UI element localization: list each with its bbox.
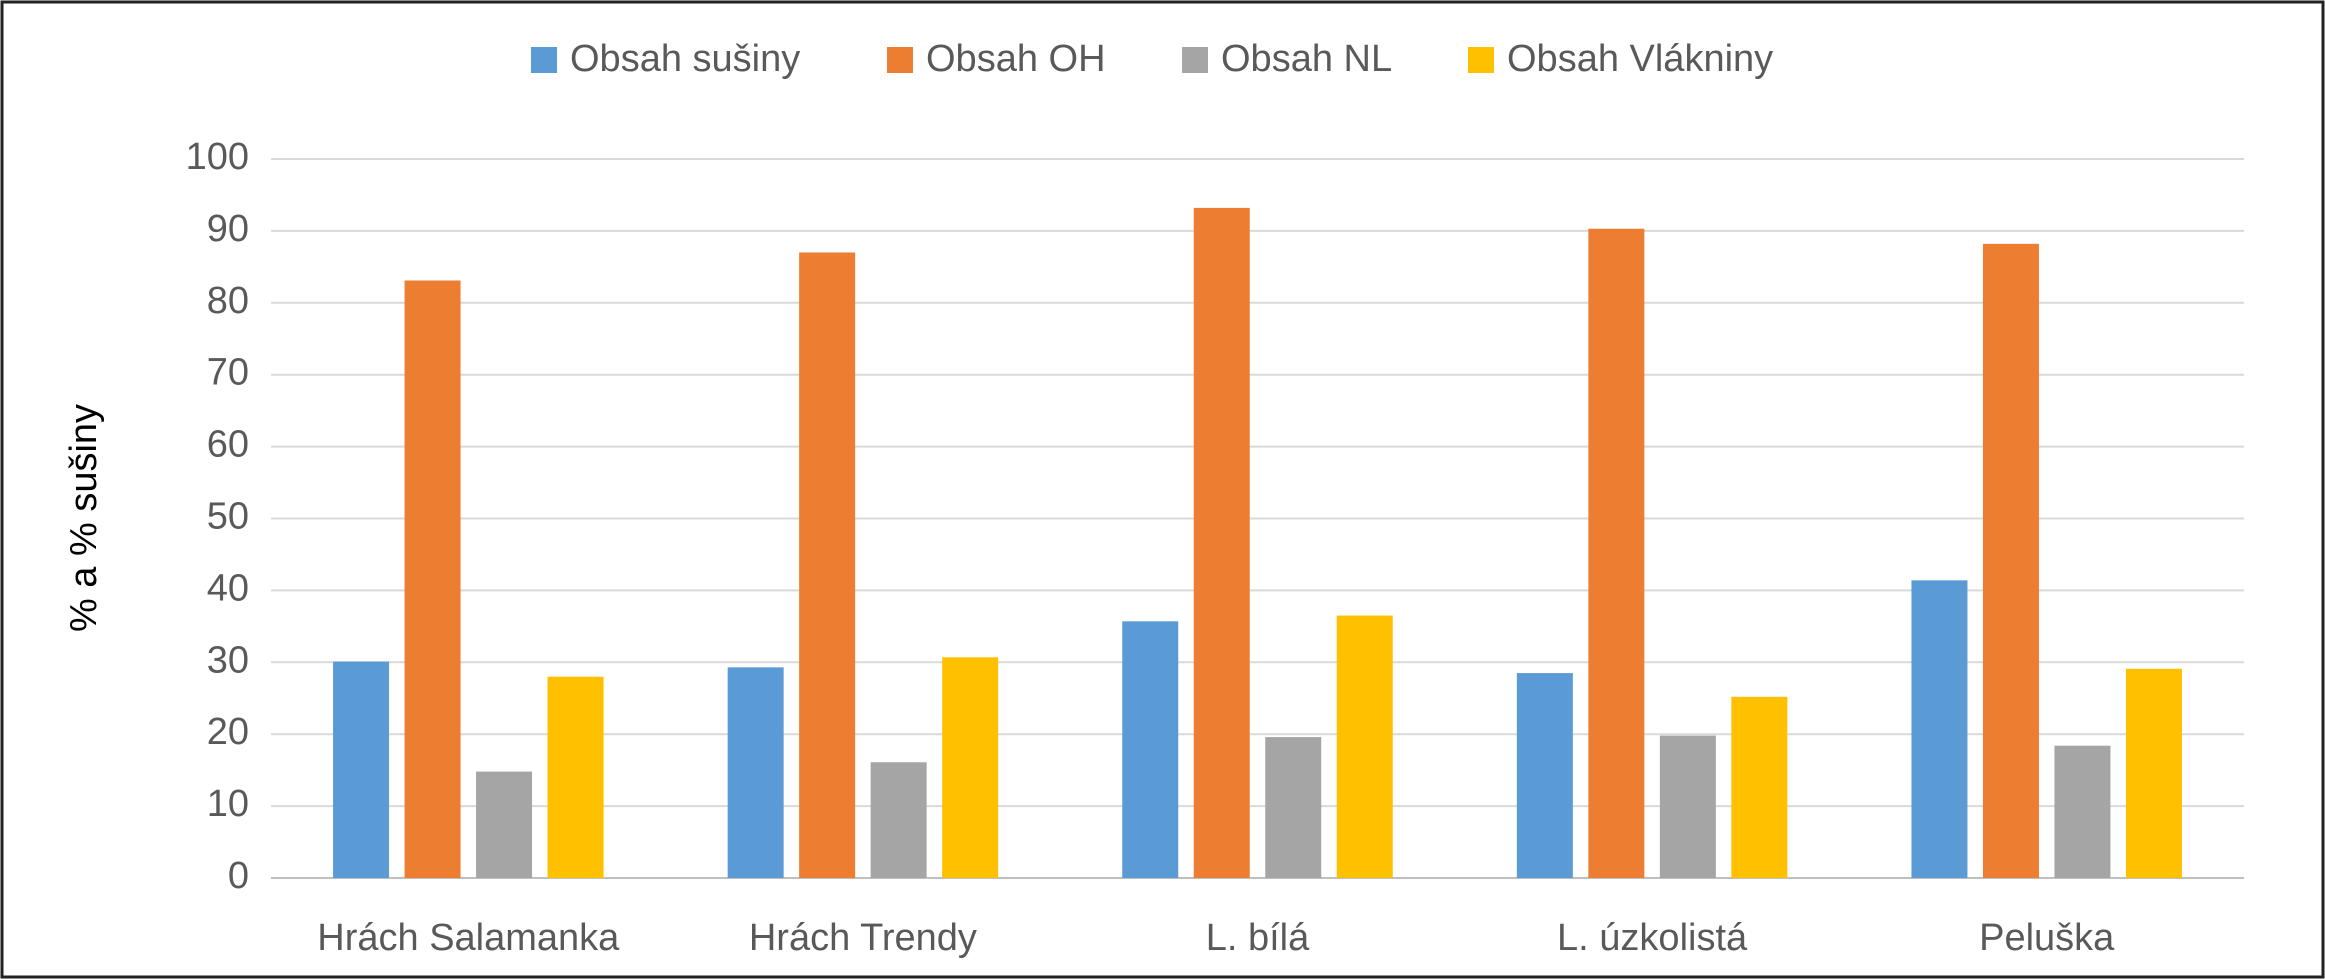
legend-label: Obsah NL [1221, 38, 1392, 80]
bar [799, 252, 856, 879]
bar [476, 771, 533, 878]
bar [1659, 735, 1716, 878]
bar [727, 667, 784, 878]
y-tick-label: 100 [186, 136, 249, 178]
y-tick-label: 70 [207, 352, 249, 394]
bar [2054, 745, 2111, 878]
bar [2125, 668, 2182, 878]
legend-label: Obsah sušiny [570, 38, 800, 80]
legend-swatch [887, 47, 913, 73]
bar [870, 762, 927, 878]
x-tick-label: L. bílá [1206, 917, 1310, 959]
legend-swatch [1468, 47, 1494, 73]
y-tick-label: 40 [207, 567, 249, 609]
legend-swatch [1182, 47, 1208, 73]
y-tick-label: 0 [228, 855, 249, 897]
x-tick-label: Hrách Salamanka [317, 917, 620, 959]
y-tick-label: 80 [207, 280, 249, 322]
y-axis-label: % a % sušiny [63, 404, 105, 632]
x-tick-label: Peluška [1979, 917, 2115, 959]
y-tick-label: 20 [207, 711, 249, 753]
y-tick-label: 90 [207, 208, 249, 250]
bar [1265, 737, 1322, 878]
bar [547, 676, 604, 878]
bar [1122, 621, 1179, 878]
y-tick-label: 60 [207, 424, 249, 466]
bar [1516, 673, 1573, 878]
bar [942, 657, 999, 878]
legend-swatch [531, 47, 557, 73]
y-tick-label: 30 [207, 639, 249, 681]
bar [1336, 615, 1393, 878]
y-tick-label: 10 [207, 783, 249, 825]
x-tick-label: Hrách Trendy [749, 917, 977, 959]
y-tick-label: 50 [207, 496, 249, 538]
legend-label: Obsah OH [926, 38, 1106, 80]
bar [1193, 207, 1250, 879]
bar [404, 280, 461, 878]
bar [333, 661, 390, 878]
legend-label: Obsah Vlákniny [1507, 38, 1773, 80]
bar [1911, 580, 1968, 878]
bar [1588, 228, 1645, 879]
x-tick-label: L. úzkolistá [1557, 917, 1748, 959]
bar [1982, 243, 2039, 879]
bar [1731, 696, 1788, 878]
